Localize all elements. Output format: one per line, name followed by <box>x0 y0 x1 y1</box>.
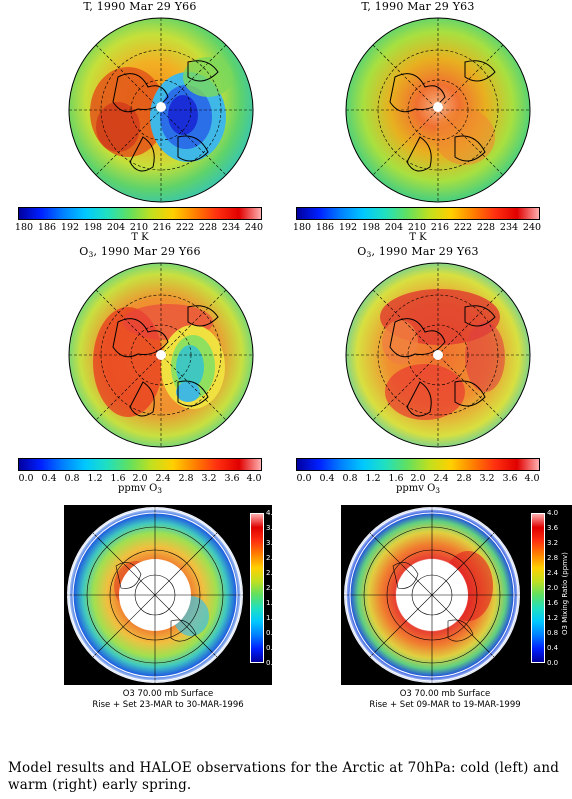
polar-map-temp-warm <box>345 17 531 203</box>
colorbar-o3-cold: 0.0 0.4 0.8 1.2 1.6 2.0 2.4 2.8 3.2 3.6 … <box>18 458 262 500</box>
observation-caption-1999: O3 70.00 mb Surface Rise + Set 09-MAR to… <box>345 689 545 711</box>
observation-map-1999 <box>344 507 520 683</box>
colorbar-unit: ppmv O3 <box>117 483 163 495</box>
colorbar-gradient <box>18 458 262 471</box>
figure-caption: Model results and HALOE observations for… <box>8 760 560 793</box>
caption-line-2: Rise + Set 09-MAR to 19-MAR-1999 <box>369 700 521 710</box>
panel-title-o3-warm: O3, 1990 Mar 29 Y63 <box>357 245 479 259</box>
polar-map-o3-warm <box>345 262 531 448</box>
colorbar-gradient <box>18 207 262 220</box>
observation-axis-label: O3 Mixing Ratio (ppmv) <box>561 552 569 635</box>
observation-colorbar <box>250 513 264 663</box>
caption-line-2: Rise + Set 23-MAR to 30-MAR-1996 <box>92 700 244 710</box>
panel-title-o3-cold: O3, 1990 Mar 29 Y66 <box>79 245 201 259</box>
colorbar-unit: T K <box>409 232 427 243</box>
colorbar-ticks: 180 186 192 198 204 210 216 222 228 234 … <box>14 222 264 233</box>
colorbar-temp-warm: 180 186 192 198 204 210 216 222 228 234 … <box>292 207 542 249</box>
colorbar-gradient <box>296 458 540 471</box>
polar-map-temp-cold <box>68 17 254 203</box>
polar-map-o3-cold <box>68 262 254 448</box>
colorbar-temp-cold: 180 186 192 198 204 210 216 222 228 234 … <box>14 207 264 249</box>
caption-line-1: O3 70.00 mb Surface <box>122 689 214 699</box>
colorbar-unit: T K <box>131 232 149 243</box>
colorbar-ticks: 0.0 0.4 0.8 1.2 1.6 2.0 2.4 2.8 3.2 3.6 … <box>18 473 262 484</box>
observation-panel-1996: 4.0 3.6 3.2 2.8 2.4 2.0 1.6 1.2 0.8 0.4 … <box>64 505 277 685</box>
observation-colorbar <box>531 513 545 663</box>
colorbar-gradient <box>296 207 540 220</box>
colorbar-ticks: 0.0 0.4 0.8 1.2 1.6 2.0 2.4 2.8 3.2 3.6 … <box>296 473 540 484</box>
observation-panel-1999: 4.0 3.6 3.2 2.8 2.4 2.0 1.6 1.2 0.8 0.4 … <box>341 505 572 685</box>
panel-title-temp-warm: T, 1990 Mar 29 Y63 <box>361 0 475 13</box>
observation-caption-1996: O3 70.00 mb Surface Rise + Set 23-MAR to… <box>68 689 268 711</box>
colorbar-unit: ppmv O3 <box>395 483 441 495</box>
observation-map-1996 <box>67 507 243 683</box>
panel-title-temp-cold: T, 1990 Mar 29 Y66 <box>83 0 197 13</box>
colorbar-ticks: 180 186 192 198 204 210 216 222 228 234 … <box>292 222 542 233</box>
colorbar-o3-warm: 0.0 0.4 0.8 1.2 1.6 2.0 2.4 2.8 3.2 3.6 … <box>296 458 540 500</box>
caption-line-1: O3 70.00 mb Surface <box>399 689 491 699</box>
